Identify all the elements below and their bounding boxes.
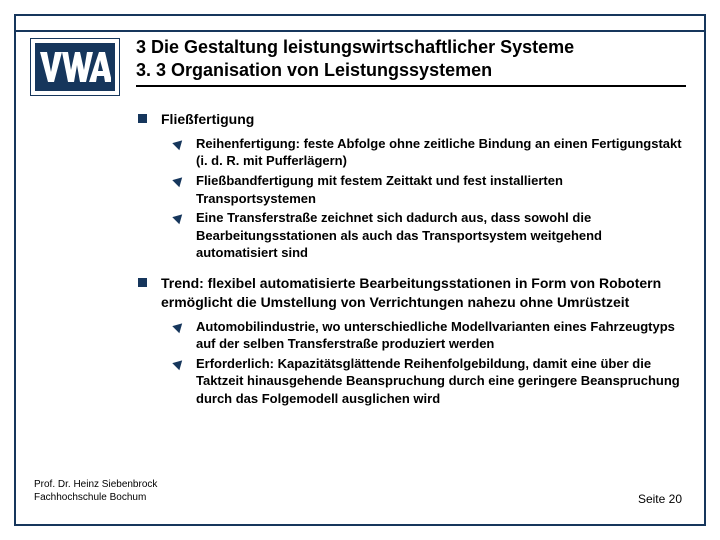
diamond-bullet-icon	[172, 174, 185, 187]
diamond-bullet-icon	[172, 319, 185, 332]
diamond-bullet-icon	[172, 356, 185, 369]
section-heading: Trend: flexibel automatisierte Bearbeitu…	[161, 274, 686, 312]
title-block: 3 Die Gestaltung leistungswirtschaftlich…	[136, 36, 686, 87]
list-item-text: Fließbandfertigung mit festem Zeittakt u…	[196, 172, 686, 207]
diamond-bullet-icon	[172, 137, 185, 150]
section-0: Fließfertigung Reihenfertigung: feste Ab…	[138, 110, 686, 262]
list-item: Reihenfertigung: feste Abfolge ohne zeit…	[174, 135, 686, 170]
list-item: Erforderlich: Kapazitätsglättende Reihen…	[174, 355, 686, 408]
logo-inner	[35, 43, 115, 91]
vwa-icon	[39, 50, 111, 84]
list-item-text: Eine Transferstraße zeichnet sich dadurc…	[196, 209, 686, 262]
list-item: Fließbandfertigung mit festem Zeittakt u…	[174, 172, 686, 207]
list-item-text: Erforderlich: Kapazitätsglättende Reihen…	[196, 355, 686, 408]
sublist-1: Automobilindustrie, wo unterschiedliche …	[174, 318, 686, 408]
square-bullet-icon	[138, 278, 147, 287]
section-1: Trend: flexibel automatisierte Bearbeitu…	[138, 274, 686, 408]
list-item: Eine Transferstraße zeichnet sich dadurc…	[174, 209, 686, 262]
body: Fließfertigung Reihenfertigung: feste Ab…	[138, 110, 686, 407]
diamond-bullet-icon	[172, 211, 185, 224]
logo	[30, 38, 120, 96]
header: 3 Die Gestaltung leistungswirtschaftlich…	[30, 36, 686, 96]
section-heading: Fließfertigung	[161, 110, 254, 129]
title-line-1: 3 Die Gestaltung leistungswirtschaftlich…	[136, 36, 686, 59]
sublist-0: Reihenfertigung: feste Abfolge ohne zeit…	[174, 135, 686, 262]
footer-institution: Fachhochschule Bochum	[34, 491, 157, 504]
list-item-text: Reihenfertigung: feste Abfolge ohne zeit…	[196, 135, 686, 170]
title-line-2: 3. 3 Organisation von Leistungssystemen	[136, 59, 686, 82]
list-item-text: Automobilindustrie, wo unterschiedliche …	[196, 318, 686, 353]
list-item: Automobilindustrie, wo unterschiedliche …	[174, 318, 686, 353]
footer-author: Prof. Dr. Heinz Siebenbrock	[34, 478, 157, 491]
slide-content: 3 Die Gestaltung leistungswirtschaftlich…	[14, 14, 706, 526]
title-underline	[136, 85, 686, 87]
footer-left: Prof. Dr. Heinz Siebenbrock Fachhochschu…	[34, 478, 157, 504]
footer-page: Seite 20	[638, 492, 682, 506]
square-bullet-icon	[138, 114, 147, 123]
